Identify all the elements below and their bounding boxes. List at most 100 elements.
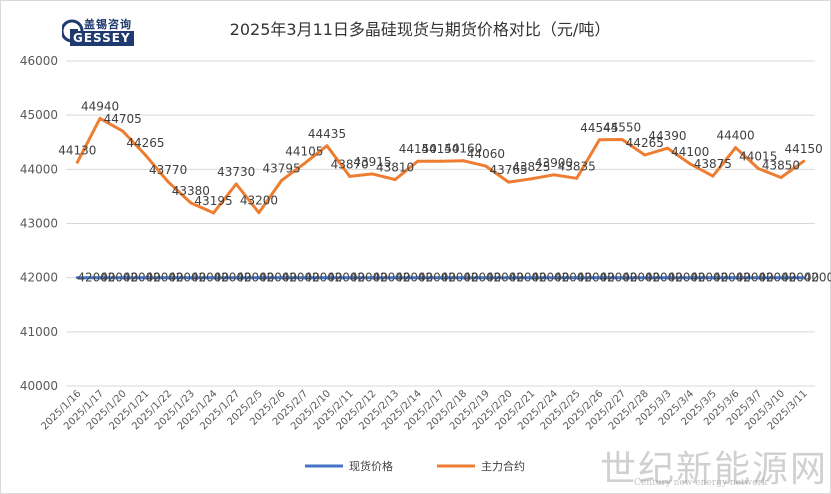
data-label: 44160: [444, 142, 482, 156]
data-point: [143, 153, 147, 157]
data-label: 43765: [489, 163, 527, 177]
data-label: 42000: [690, 271, 728, 285]
data-point: [143, 276, 147, 280]
data-label: 42000: [781, 271, 819, 285]
data-label: 43795: [263, 161, 301, 175]
data-point: [370, 276, 374, 280]
data-point: [688, 276, 692, 280]
data-point: [280, 276, 284, 280]
data-label: 44100: [671, 145, 709, 159]
data-label: 44265: [126, 136, 164, 150]
data-point: [166, 276, 170, 280]
data-label: 42000: [236, 271, 274, 285]
data-point: [620, 276, 624, 280]
data-label: 42000: [554, 271, 592, 285]
data-point: [507, 180, 511, 184]
data-point: [529, 276, 533, 280]
data-point: [734, 146, 738, 150]
y-tick-label: 42000: [20, 271, 58, 285]
data-point: [484, 276, 488, 280]
data-point: [75, 276, 79, 280]
data-point: [575, 276, 579, 280]
data-label: 43900: [535, 156, 573, 170]
data-label: 44060: [467, 147, 505, 161]
data-point: [121, 276, 125, 280]
data-label: 42000: [77, 271, 115, 285]
data-label: 42000: [622, 271, 660, 285]
data-label: 43850: [762, 158, 800, 172]
data-label: 42000: [350, 271, 388, 285]
logo-cn-text: 盖锡咨询: [84, 18, 132, 31]
data-label: 42000: [463, 271, 501, 285]
data-label: 42000: [599, 271, 637, 285]
data-point: [665, 276, 669, 280]
data-point: [370, 172, 374, 176]
logo-en-text: GESSEY: [70, 31, 134, 46]
data-label: 42000: [804, 271, 831, 285]
data-label: 42000: [304, 271, 342, 285]
data-point: [802, 276, 806, 280]
data-label: 44150: [421, 142, 459, 156]
data-point: [166, 180, 170, 184]
data-label: 44390: [648, 129, 686, 143]
data-point: [212, 276, 216, 280]
data-label: 42000: [259, 271, 297, 285]
data-label: 44400: [716, 129, 754, 143]
data-point: [575, 176, 579, 180]
data-label: 42000: [214, 271, 252, 285]
data-label: 42000: [100, 271, 138, 285]
y-tick-label: 41000: [20, 325, 58, 339]
data-label: 44015: [739, 150, 777, 164]
data-label: 43195: [194, 194, 232, 208]
gessey-logo: 盖锡咨询 GESSEY: [62, 14, 144, 48]
data-label: 43770: [149, 163, 187, 177]
data-point: [620, 138, 624, 142]
data-label: 43825: [512, 160, 550, 174]
data-point: [529, 177, 533, 181]
data-point: [257, 276, 261, 280]
data-point: [325, 276, 329, 280]
data-label: 43380: [172, 184, 210, 198]
data-point: [779, 276, 783, 280]
data-point: [734, 276, 738, 280]
data-label: 42000: [123, 271, 161, 285]
data-point: [665, 146, 669, 150]
data-point: [189, 201, 193, 205]
data-point: [416, 276, 420, 280]
data-point: [234, 276, 238, 280]
data-point: [234, 182, 238, 186]
data-label: 44940: [81, 99, 119, 113]
data-label: 43915: [353, 155, 391, 169]
legend-label: 主力合约: [481, 459, 525, 473]
data-label: 43730: [217, 165, 255, 179]
y-tick-label: 43000: [20, 217, 58, 231]
data-label: 42000: [372, 271, 410, 285]
data-point: [212, 211, 216, 215]
data-point: [348, 276, 352, 280]
data-point: [484, 164, 488, 168]
data-label: 42000: [509, 271, 547, 285]
data-label: 42000: [191, 271, 229, 285]
data-point: [75, 160, 79, 164]
data-label: 44150: [785, 142, 823, 156]
data-label: 42000: [145, 271, 183, 285]
data-point: [302, 162, 306, 166]
data-label: 42000: [441, 271, 479, 285]
data-point: [507, 276, 511, 280]
data-point: [121, 129, 125, 133]
data-point: [461, 276, 465, 280]
watermark-text: 世纪新能源网: [600, 449, 829, 490]
data-point: [711, 276, 715, 280]
data-label: 42000: [327, 271, 365, 285]
y-tick-label: 45000: [20, 108, 58, 122]
data-label: 44265: [626, 136, 664, 150]
data-label: 42000: [486, 271, 524, 285]
data-label: 44705: [104, 112, 142, 126]
data-label: 42000: [418, 271, 456, 285]
data-point: [756, 167, 760, 171]
data-label: 42000: [713, 271, 751, 285]
y-tick-label: 44000: [20, 162, 58, 176]
data-point: [302, 276, 306, 280]
